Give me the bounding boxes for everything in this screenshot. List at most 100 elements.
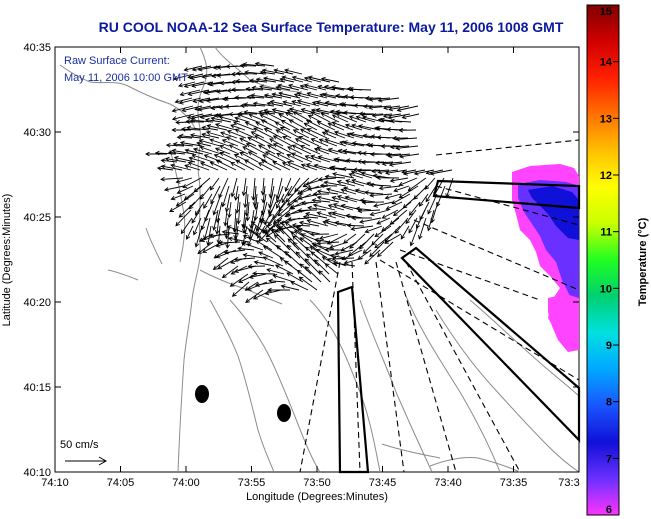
current-vector bbox=[273, 274, 295, 283]
current-vector-head bbox=[212, 265, 218, 270]
current-vector-head bbox=[309, 246, 315, 251]
current-vector-head bbox=[233, 154, 239, 159]
current-vector bbox=[312, 199, 331, 203]
current-vector-head bbox=[253, 260, 259, 265]
current-vector bbox=[275, 264, 294, 275]
current-vector bbox=[318, 177, 337, 181]
current-vector bbox=[409, 201, 421, 216]
current-vector bbox=[260, 71, 276, 75]
current-vector-head bbox=[288, 205, 294, 210]
current-vector-head bbox=[343, 260, 349, 265]
current-vector bbox=[408, 177, 427, 191]
current-vector bbox=[174, 156, 196, 163]
current-vector-head bbox=[282, 135, 288, 141]
current-vector bbox=[234, 117, 250, 123]
current-vector-head bbox=[214, 229, 220, 235]
current-vector-head bbox=[227, 236, 233, 242]
current-vector bbox=[294, 93, 310, 99]
current-vector-head bbox=[380, 144, 386, 149]
current-vector-head bbox=[429, 171, 435, 176]
current-vector-head bbox=[247, 264, 253, 269]
current-vector-head bbox=[320, 76, 326, 82]
current-vector-head bbox=[373, 203, 379, 208]
current-vector-head bbox=[345, 179, 350, 184]
current-vector-head bbox=[239, 137, 245, 142]
current-vector bbox=[384, 225, 401, 243]
current-vector bbox=[299, 276, 318, 291]
current-vector bbox=[322, 131, 337, 139]
current-vector-head bbox=[340, 188, 346, 193]
current-vector bbox=[405, 209, 417, 224]
current-vector-head bbox=[272, 222, 278, 228]
current-vector bbox=[276, 177, 283, 199]
current-vector-head bbox=[388, 162, 394, 167]
current-vector-head bbox=[230, 192, 236, 198]
current-vector bbox=[191, 119, 214, 123]
current-vector bbox=[251, 94, 274, 99]
current-vector-head bbox=[272, 161, 278, 166]
current-vector-head bbox=[341, 255, 347, 261]
current-vector-head bbox=[307, 205, 312, 211]
current-vector bbox=[264, 209, 273, 225]
current-vector bbox=[300, 85, 318, 91]
current-vector-head bbox=[265, 237, 271, 243]
current-vector-head bbox=[265, 151, 270, 156]
current-vector-head bbox=[357, 168, 362, 174]
current-vector-head bbox=[172, 141, 178, 147]
current-vector bbox=[255, 217, 265, 236]
current-vector-head bbox=[210, 199, 215, 205]
sst-patch bbox=[512, 164, 579, 352]
current-vector-head bbox=[318, 235, 324, 241]
current-vector bbox=[354, 105, 374, 107]
current-vector bbox=[182, 177, 202, 188]
current-vector bbox=[402, 113, 420, 119]
current-vector bbox=[222, 231, 240, 235]
current-vector bbox=[238, 273, 258, 283]
current-vector bbox=[347, 133, 364, 139]
current-vector-head bbox=[233, 268, 239, 274]
current-vector-head bbox=[285, 211, 291, 217]
current-vector-head bbox=[296, 99, 302, 104]
current-vector-head bbox=[356, 159, 362, 164]
current-vector-head bbox=[351, 141, 357, 146]
current-vector-head bbox=[321, 256, 327, 261]
current-vector-head bbox=[398, 181, 404, 187]
current-vector bbox=[189, 193, 204, 210]
current-vector-head bbox=[356, 150, 362, 156]
current-vector-head bbox=[201, 125, 207, 131]
current-vector bbox=[237, 201, 241, 224]
current-vector-head bbox=[266, 101, 272, 107]
current-vector-head bbox=[172, 76, 178, 81]
current-vector-head bbox=[386, 127, 391, 132]
current-vector-head bbox=[364, 259, 370, 265]
current-vector bbox=[210, 185, 221, 204]
current-vector bbox=[224, 209, 228, 226]
current-vector-head bbox=[281, 75, 287, 80]
current-vector bbox=[370, 209, 390, 216]
current-vector-head bbox=[219, 144, 225, 150]
current-vector-head bbox=[310, 251, 316, 256]
current-vector-head bbox=[175, 221, 180, 227]
current-vector-head bbox=[221, 202, 226, 208]
current-vector bbox=[214, 154, 232, 163]
current-vector-head bbox=[349, 95, 355, 100]
current-vector-head bbox=[364, 190, 369, 195]
current-vector-head bbox=[171, 108, 177, 113]
colorbar-tick-label: 7 bbox=[606, 453, 612, 465]
current-vector bbox=[369, 105, 392, 109]
current-vector-head bbox=[206, 123, 212, 129]
current-vector bbox=[211, 117, 232, 123]
current-vector bbox=[215, 147, 231, 155]
current-vector bbox=[275, 129, 292, 139]
current-vector-head bbox=[252, 101, 258, 106]
current-vector-head bbox=[245, 86, 251, 92]
current-vector-head bbox=[234, 238, 239, 244]
current-vector bbox=[402, 169, 417, 173]
current-vector bbox=[276, 245, 292, 259]
current-vector bbox=[263, 256, 284, 267]
current-vector-head bbox=[263, 128, 269, 133]
current-vector bbox=[311, 109, 330, 115]
current-vector-head bbox=[310, 111, 316, 116]
current-vector-head bbox=[165, 142, 171, 148]
current-vector bbox=[246, 193, 249, 216]
